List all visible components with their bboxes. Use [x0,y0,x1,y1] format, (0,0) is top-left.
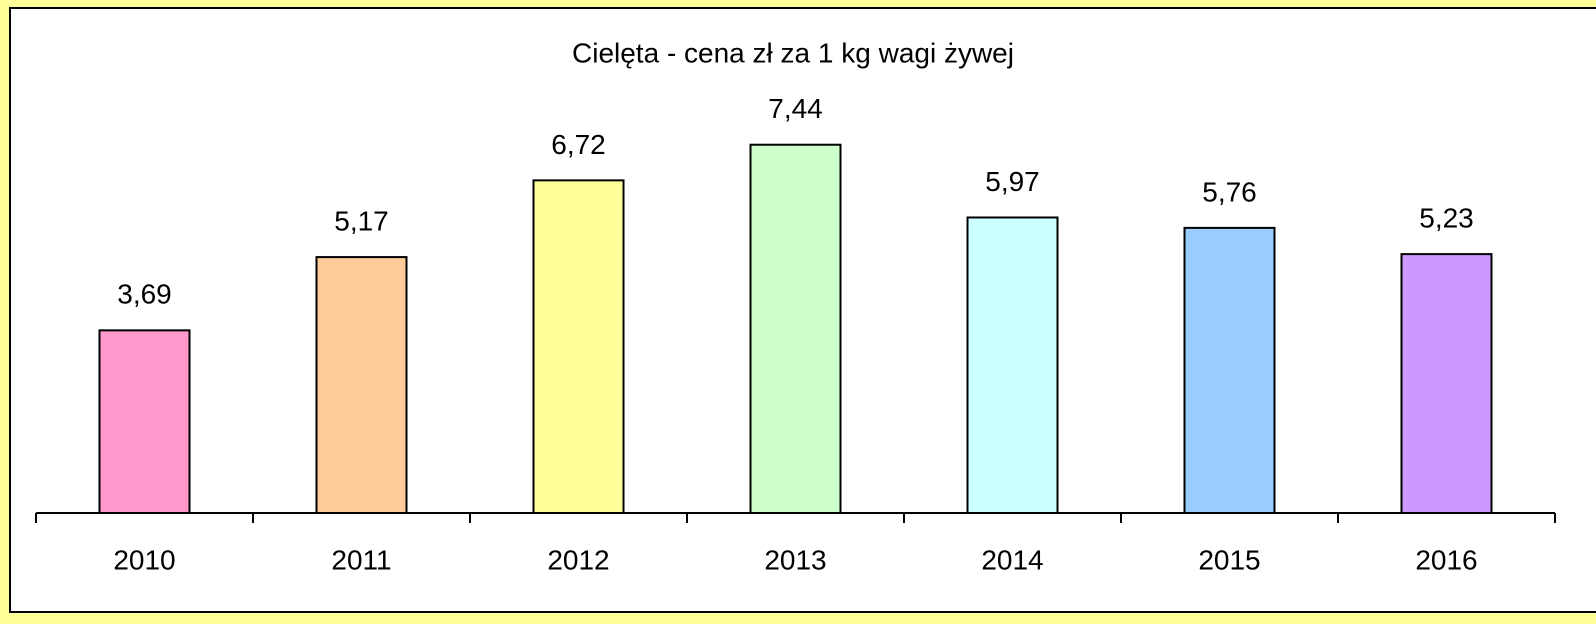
data-label: 5,23 [1419,203,1474,234]
x-tick-label: 2013 [764,544,826,575]
data-label: 5,17 [334,205,389,236]
data-label: 3,69 [117,279,172,310]
x-tick-label: 2016 [1415,544,1477,575]
data-label: 7,44 [768,93,823,124]
bar [749,143,842,514]
bar [532,179,625,515]
x-tick-label: 2015 [1198,544,1260,575]
data-label: 6,72 [551,129,606,160]
data-label: 5,76 [1202,176,1257,207]
bar [1183,226,1276,514]
bar [98,329,191,514]
chart-title: Cielęta - cena zł za 1 kg wagi żywej [572,37,1014,68]
bar [1400,253,1493,515]
x-tick-label: 2014 [981,544,1043,575]
x-tick-label: 2010 [113,544,175,575]
x-tick-label: 2011 [331,544,391,575]
bar [315,256,408,514]
x-tick-label: 2012 [547,544,609,575]
data-label: 5,97 [985,166,1040,197]
bar [966,216,1059,515]
